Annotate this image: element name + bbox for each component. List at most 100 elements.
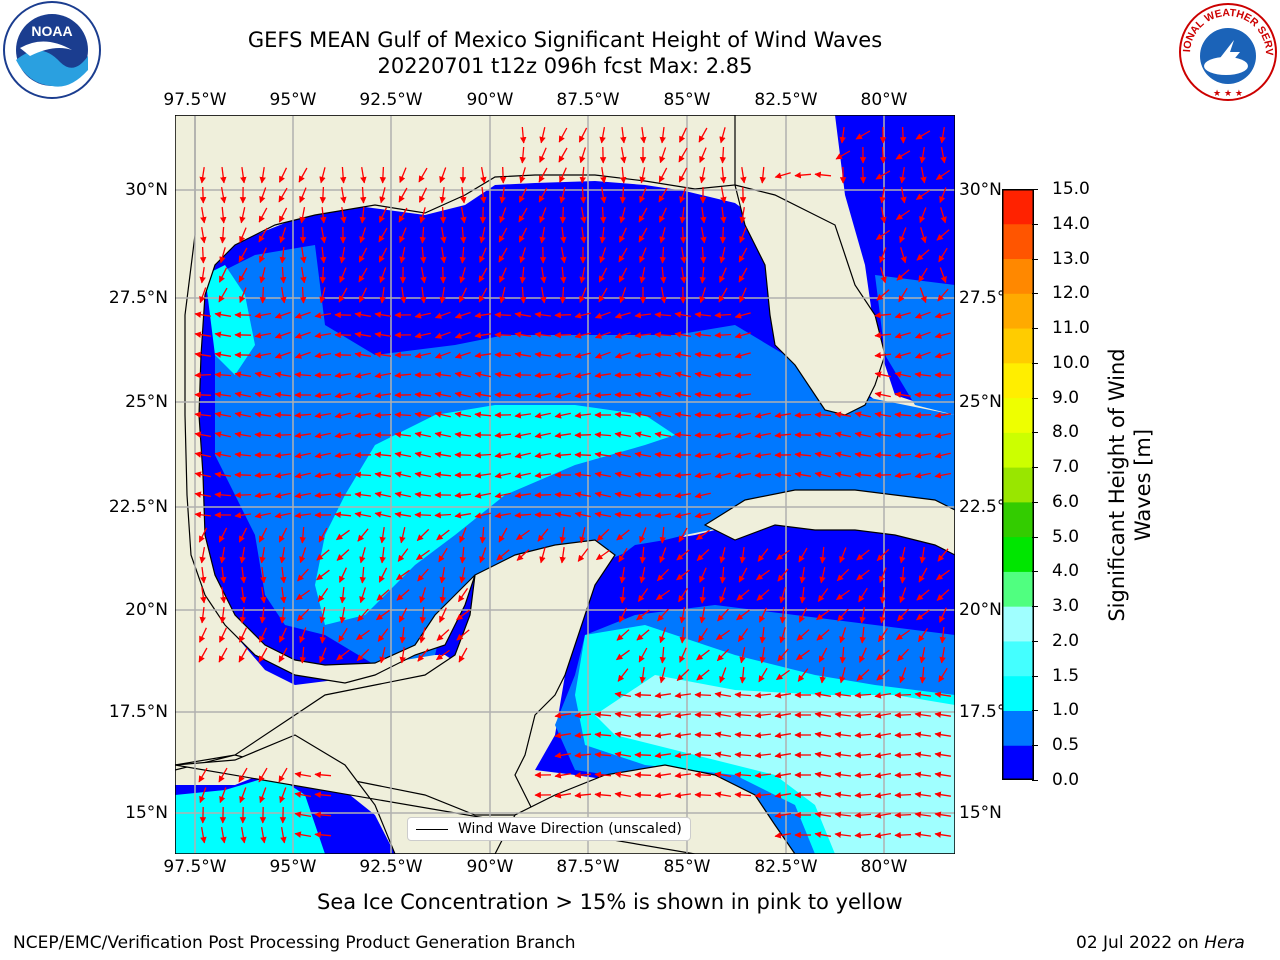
wind-wave-arrow [759, 607, 767, 623]
wind-wave-arrow [638, 227, 648, 243]
wind-wave-arrow [739, 547, 746, 564]
wind-wave-arrow [794, 171, 812, 179]
wind-wave-arrow [894, 711, 912, 719]
wind-wave-arrow [699, 147, 707, 163]
wind-wave-arrow [574, 372, 591, 379]
wind-wave-arrow [439, 266, 447, 284]
wind-wave-arrow [294, 432, 311, 439]
wind-wave-arrow [918, 567, 928, 583]
wind-wave-arrow [339, 267, 347, 284]
wind-wave-arrow [554, 491, 572, 499]
wind-wave-arrow [314, 412, 332, 419]
wind-wave-arrow [574, 471, 591, 478]
wind-wave-arrow [638, 207, 648, 223]
wind-wave-arrow [819, 546, 827, 564]
wind-wave-arrow [875, 170, 891, 180]
wind-wave-arrow [758, 667, 768, 683]
wind-wave-arrow [639, 527, 647, 544]
wind-wave-arrow [416, 528, 430, 542]
wind-wave-arrow [459, 527, 467, 544]
wind-wave-arrow [294, 331, 311, 339]
wind-wave-arrow [678, 147, 688, 163]
wind-wave-arrow [274, 311, 291, 319]
wind-wave-arrow [259, 787, 267, 804]
wind-wave-arrow [914, 811, 931, 818]
wind-wave-arrow [919, 547, 926, 564]
wind-wave-arrow [274, 452, 291, 459]
wind-wave-arrow [694, 371, 712, 378]
wind-wave-arrow [919, 146, 926, 164]
wind-wave-arrow [734, 392, 751, 399]
wind-wave-arrow [296, 608, 310, 622]
wind-wave-arrow [914, 751, 931, 758]
wind-wave-arrow [874, 772, 892, 779]
yucatan-peninsula [175, 539, 616, 854]
wind-wave-arrow [614, 391, 632, 399]
wind-wave-arrow [340, 207, 347, 224]
wind-wave-arrow [694, 771, 712, 779]
wind-wave-arrow [280, 826, 287, 844]
wind-wave-arrow [614, 731, 632, 738]
wind-wave-arrow [839, 646, 847, 664]
wind-wave-arrow [594, 431, 612, 439]
wind-wave-arrow [694, 391, 712, 398]
wind-wave-arrow [874, 331, 892, 339]
wind-wave-arrow [839, 667, 846, 684]
wind-wave-arrow [914, 691, 931, 698]
wind-wave-arrow [457, 588, 469, 603]
lon-tick-top-85: 85°W [663, 90, 711, 110]
wind-wave-arrow [200, 587, 207, 604]
wind-wave-arrow [254, 512, 271, 519]
footer-date-text: 02 Jul 2022 on [1076, 933, 1205, 953]
wind-wave-arrow [934, 472, 952, 479]
wind-wave-arrow [478, 267, 488, 283]
wind-wave-arrow [239, 546, 246, 564]
wind-wave-arrow [334, 412, 351, 419]
wind-wave-arrow [879, 607, 886, 624]
wind-wave-arrow [559, 266, 567, 284]
wind-wave-arrow [939, 627, 946, 644]
wind-wave-arrow [839, 627, 847, 644]
wind-wave-arrow [199, 607, 206, 624]
wind-wave-arrow [639, 546, 647, 564]
wind-wave-arrow [254, 411, 271, 418]
wind-wave-arrow [738, 567, 748, 583]
wind-wave-arrow [794, 471, 812, 478]
wind-wave-arrow [719, 247, 726, 264]
wind-wave-arrow [354, 412, 372, 419]
wind-wave-arrow [554, 712, 572, 719]
wind-wave-arrow [937, 548, 949, 562]
wind-wave-arrow [874, 812, 892, 819]
colorbar-swatch [1002, 571, 1034, 607]
wind-wave-arrow [834, 791, 851, 798]
wind-wave-arrow [938, 247, 948, 263]
wind-wave-arrow [678, 167, 688, 183]
wind-wave-arrow [238, 647, 248, 663]
wind-wave-arrow [214, 351, 232, 358]
wind-wave-arrow [534, 491, 552, 499]
wind-wave-arrow [874, 311, 892, 319]
wind-wave-arrow [696, 669, 710, 681]
lon-tick-top-92-5: 92.5°W [359, 90, 423, 110]
wind-wave-arrow [317, 588, 329, 603]
colorbar-swatch [1002, 536, 1034, 572]
wind-wave-arrow [199, 287, 207, 304]
wind-wave-arrow [654, 792, 671, 799]
wind-wave-arrow [674, 431, 692, 439]
wind-wave-arrow [614, 332, 631, 339]
wind-wave-arrow [679, 207, 686, 224]
wind-wave-arrow [834, 691, 851, 698]
wind-wave-arrow [835, 589, 850, 601]
wind-wave-arrow [479, 547, 487, 564]
wind-wave-arrow [856, 549, 870, 561]
wind-wave-arrow [519, 167, 526, 184]
footer-host: Hera [1204, 933, 1245, 953]
wind-wave-arrow [395, 569, 410, 581]
wind-wave-arrow [934, 412, 951, 419]
wind-wave-arrow [279, 627, 287, 643]
wind-wave-arrow [314, 491, 332, 499]
wind-wave-arrow [234, 371, 252, 378]
wind-wave-arrow [634, 352, 651, 359]
wind-wave-arrow [618, 267, 628, 283]
wind-wave-arrow [814, 811, 832, 818]
